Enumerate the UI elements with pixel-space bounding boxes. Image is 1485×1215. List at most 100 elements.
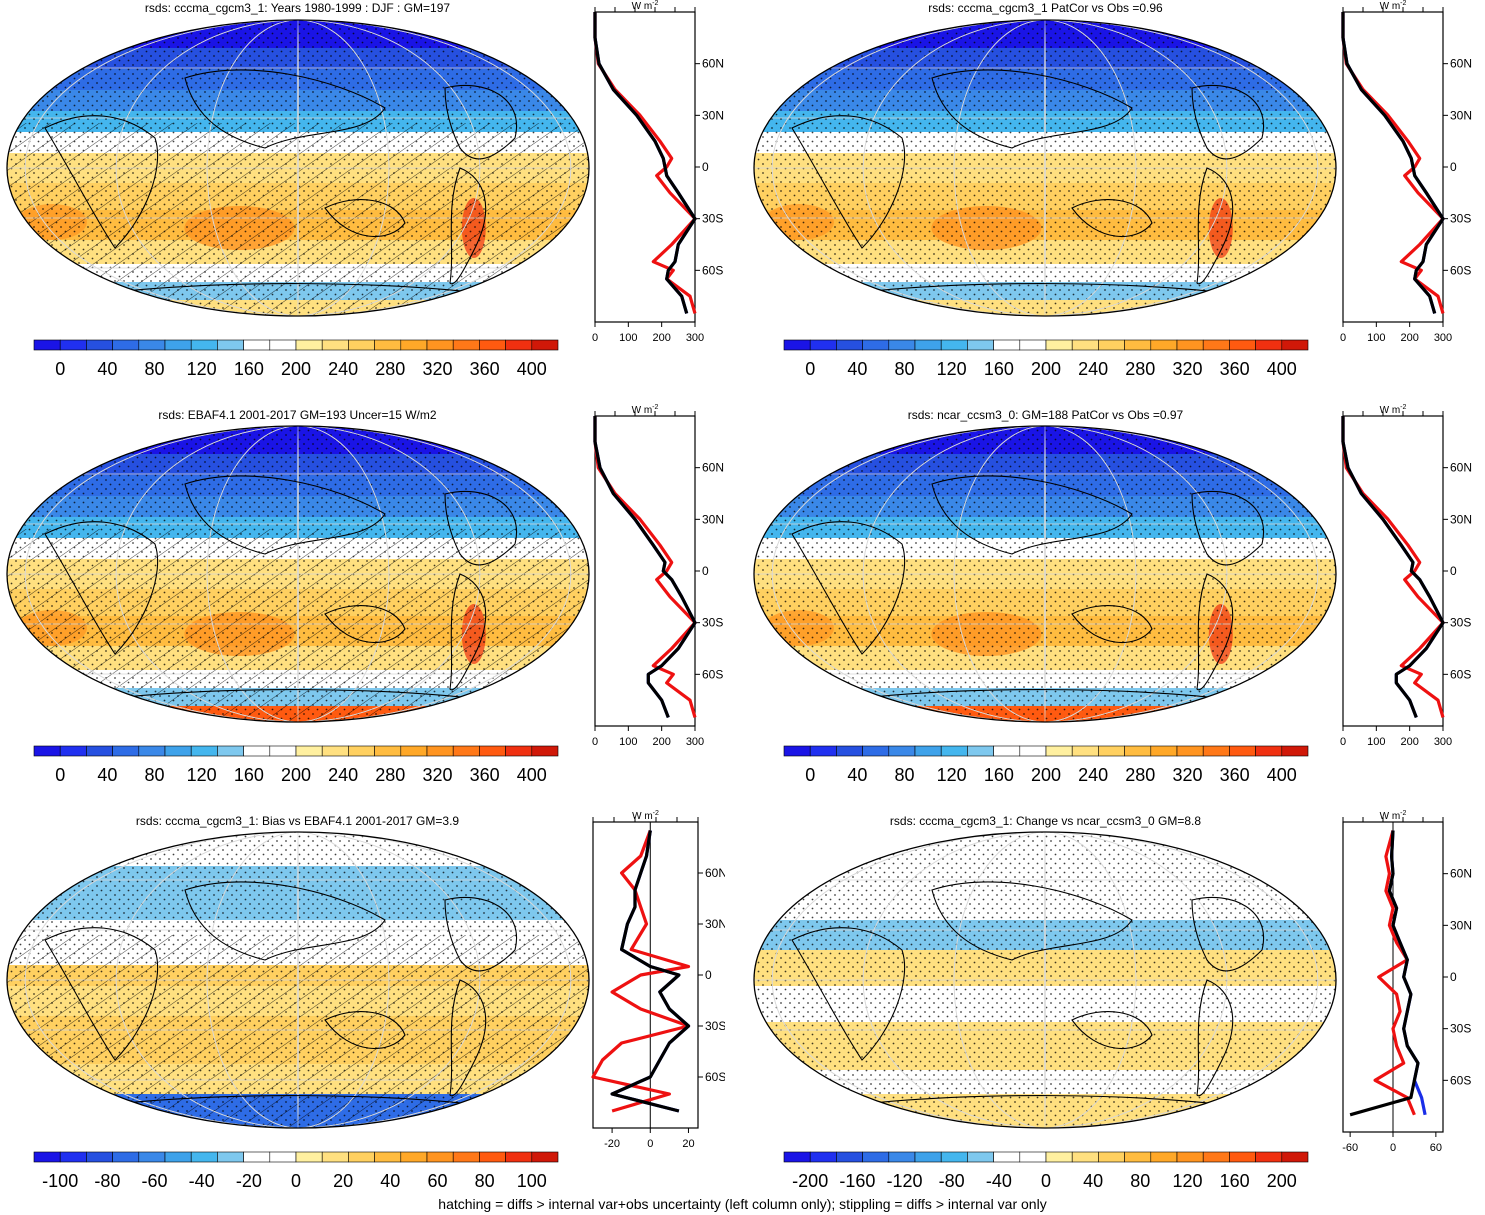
colorbar-swatch bbox=[1202, 339, 1230, 351]
lat-label: 30S bbox=[1450, 212, 1471, 226]
colorbar-swatch bbox=[1202, 745, 1230, 757]
colorbar-swatch bbox=[1150, 339, 1178, 351]
profile-tick-label: 0 bbox=[592, 332, 598, 344]
colorbar-swatch bbox=[426, 745, 454, 757]
colorbar-2: 0 40 80 120 160 200 240 280 320 360 400 bbox=[783, 339, 1309, 379]
panel-title-1: rsds: cccma_cgcm3_1: Years 1980-1999 : D… bbox=[144, 1, 451, 15]
profile-line-blue bbox=[1341, 12, 1445, 314]
lat-label: 0 bbox=[705, 968, 712, 982]
profile-frame bbox=[1342, 415, 1444, 727]
colorbar-tick-label: 20 bbox=[333, 1171, 353, 1191]
colorbar-swatch bbox=[967, 339, 994, 351]
lat-label: 30S bbox=[705, 1019, 725, 1033]
colorbar-swatch bbox=[86, 1151, 113, 1163]
colorbar-swatch bbox=[1229, 745, 1256, 757]
colorbar-tick-label: 240 bbox=[1078, 765, 1108, 785]
colorbar-swatch bbox=[940, 1151, 968, 1163]
lat-label: 30N bbox=[1450, 918, 1472, 932]
colorbar-swatch bbox=[1229, 1151, 1256, 1163]
colorbar-swatch bbox=[531, 1151, 559, 1163]
colorbar-swatch bbox=[86, 339, 113, 351]
colorbar-tick-label: 320 bbox=[1172, 765, 1202, 785]
colorbar-swatch bbox=[1124, 745, 1152, 757]
colorbar-swatch bbox=[1150, 745, 1178, 757]
colorbar-swatch bbox=[164, 339, 192, 351]
colorbar-swatch bbox=[348, 339, 375, 351]
colorbar-tick-label: -100 bbox=[42, 1171, 78, 1191]
colorbar-tick-label: 40 bbox=[1083, 1171, 1103, 1191]
lat-label: 0 bbox=[1450, 564, 1457, 578]
colorbar-swatch bbox=[1071, 1151, 1099, 1163]
colorbar-tick-label: -200 bbox=[792, 1171, 828, 1191]
colorbar-swatch bbox=[914, 1151, 942, 1163]
colorbar-tick-label: -40 bbox=[189, 1171, 215, 1191]
colorbar-swatch bbox=[993, 339, 1021, 351]
colorbar-tick-label: -40 bbox=[986, 1171, 1012, 1191]
profile-line-red bbox=[593, 416, 697, 718]
colorbar-swatch bbox=[295, 339, 323, 351]
profile-tick-label: 100 bbox=[1367, 332, 1385, 344]
colorbar-swatch bbox=[217, 745, 244, 757]
colorbar-swatch bbox=[426, 1151, 454, 1163]
profile-line-red bbox=[1373, 830, 1416, 1116]
colorbar-swatch bbox=[243, 339, 271, 351]
lat-label: 60S bbox=[705, 1070, 725, 1084]
colorbar-swatch bbox=[940, 339, 968, 351]
zonal-profile-2: W m-2 60N 30N 0 30S 60S 0 100 200 300 bbox=[1340, 0, 1472, 344]
colorbar-tick-label: 200 bbox=[281, 359, 311, 379]
profile-tick-label: 0 bbox=[1340, 736, 1346, 748]
lat-label: 30S bbox=[702, 616, 723, 630]
colorbar-tick-label: 0 bbox=[805, 765, 815, 785]
map-border bbox=[753, 19, 1337, 317]
colorbar-swatch bbox=[59, 745, 87, 757]
colorbar-tick-label: 80 bbox=[895, 359, 915, 379]
colorbar-tick-label: 160 bbox=[1220, 1171, 1250, 1191]
colorbar-swatch bbox=[33, 1151, 61, 1163]
lat-label: 0 bbox=[702, 160, 709, 174]
colorbar-swatch bbox=[914, 339, 942, 351]
lat-label: 60N bbox=[1450, 57, 1472, 71]
lat-label: 30N bbox=[702, 512, 724, 526]
profile-line-red bbox=[591, 829, 691, 1113]
map-border bbox=[6, 19, 590, 317]
colorbar-tick-label: 320 bbox=[1172, 359, 1202, 379]
profile-unit-label: W m-2 bbox=[1380, 810, 1407, 822]
colorbar-swatch bbox=[1045, 1151, 1073, 1163]
colorbar-tick-label: 280 bbox=[1125, 359, 1155, 379]
colorbar-swatch bbox=[112, 745, 140, 757]
lat-label: 0 bbox=[702, 564, 709, 578]
colorbar-tick-label: 0 bbox=[805, 359, 815, 379]
colorbar-swatch bbox=[348, 1151, 375, 1163]
colorbar-tick-label: 360 bbox=[470, 359, 500, 379]
colorbar-swatch bbox=[348, 745, 375, 757]
colorbar-swatch bbox=[33, 745, 61, 757]
colorbar-tick-label: 360 bbox=[1220, 765, 1250, 785]
colorbar-tick-label: 240 bbox=[328, 359, 358, 379]
colorbar-tick-label: 40 bbox=[97, 359, 117, 379]
colorbar-swatch bbox=[862, 1151, 890, 1163]
colorbar-swatch bbox=[269, 745, 297, 757]
colorbar-tick-label: -160 bbox=[839, 1171, 875, 1191]
colorbar-swatch bbox=[190, 339, 218, 351]
colorbar-4: 0 40 80 120 160 200 240 280 320 360 400 bbox=[783, 745, 1309, 785]
colorbar-tick-label: 120 bbox=[187, 359, 217, 379]
colorbar-swatch bbox=[164, 745, 192, 757]
profile-tick-label: 200 bbox=[652, 736, 670, 748]
profile-tick-label: 200 bbox=[1400, 736, 1418, 748]
zonal-profile-6: W m-2 60N 30N 0 30S 60S -60 0 60 bbox=[1342, 810, 1472, 1154]
colorbar-tick-label: 80 bbox=[145, 359, 165, 379]
colorbar-tick-label: 100 bbox=[517, 1171, 547, 1191]
profile-tick-label: 0 bbox=[592, 736, 598, 748]
profile-tick-label: 200 bbox=[652, 332, 670, 344]
colorbar-swatch bbox=[836, 339, 863, 351]
colorbar-swatch bbox=[243, 745, 271, 757]
colorbar-swatch bbox=[1045, 745, 1073, 757]
colorbar-tick-label: 40 bbox=[97, 765, 117, 785]
colorbar-swatch bbox=[400, 1151, 428, 1163]
colorbar-swatch bbox=[888, 1151, 916, 1163]
colorbar-tick-label: 160 bbox=[234, 765, 264, 785]
colorbar-swatch bbox=[967, 1151, 994, 1163]
colorbar-swatch bbox=[783, 339, 811, 351]
colorbar-tick-label: 80 bbox=[1130, 1171, 1150, 1191]
colorbar-tick-label: 240 bbox=[328, 765, 358, 785]
